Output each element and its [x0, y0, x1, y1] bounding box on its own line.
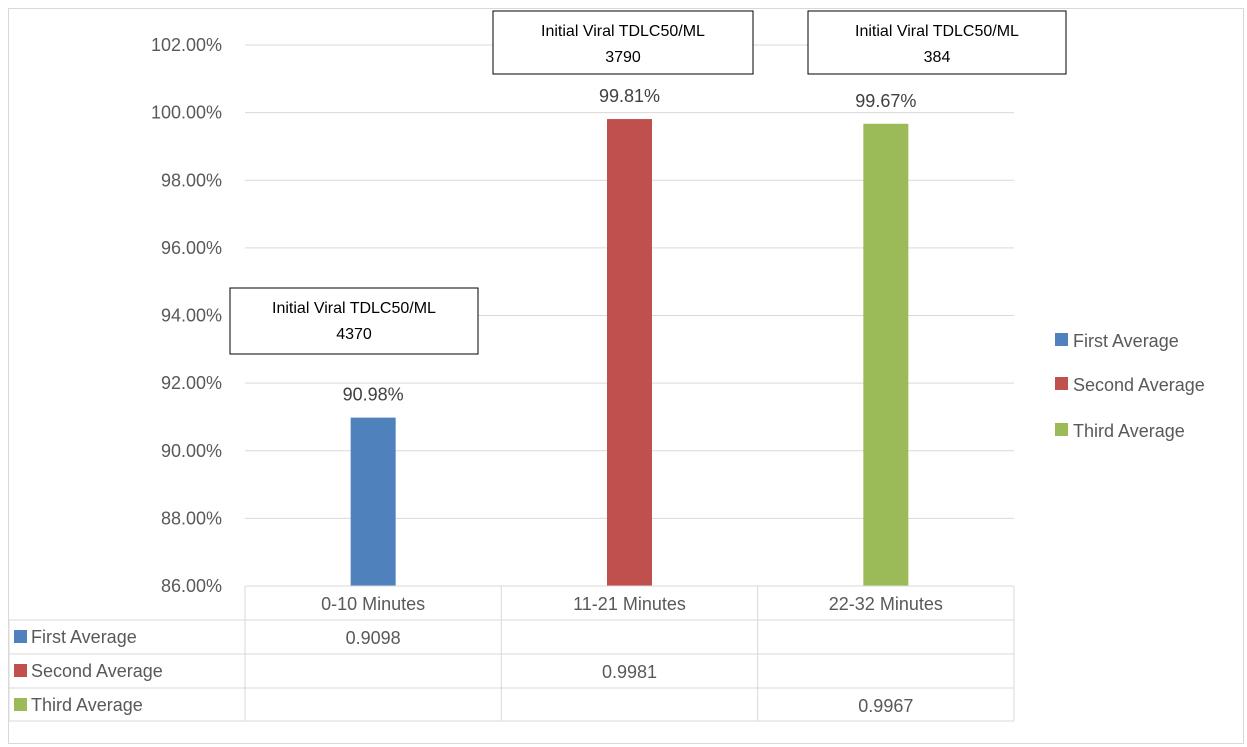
annotation-line: Initial Viral TDLC50/ML	[541, 23, 705, 40]
table-series-name: Second Average	[31, 661, 163, 681]
category-label: 0-10 Minutes	[321, 594, 425, 614]
annotation-value: 384	[924, 49, 951, 66]
table-series-name: First Average	[31, 627, 137, 647]
annotation-box	[492, 10, 754, 75]
table-value: 0.9098	[346, 628, 401, 648]
annotation-box	[229, 287, 479, 355]
legend-swatch	[1055, 423, 1068, 436]
bar	[607, 119, 652, 586]
y-tick-label: 92.00%	[161, 373, 222, 393]
table-legend-swatch	[14, 698, 27, 711]
chart-frame	[8, 8, 1244, 744]
legend-label: Third Average	[1073, 421, 1185, 441]
data-label: 90.98%	[343, 385, 404, 405]
bar	[350, 417, 396, 586]
y-tick-label: 88.00%	[161, 508, 222, 528]
annotation-value: 4370	[336, 326, 372, 343]
category-label: 22-32 Minutes	[829, 594, 943, 614]
legend-label: First Average	[1073, 331, 1179, 351]
legend-swatch	[1055, 333, 1068, 346]
y-tick-label: 102.00%	[151, 35, 222, 55]
legend-swatch	[1055, 377, 1068, 390]
annotation-box	[807, 10, 1067, 75]
y-tick-label: 98.00%	[161, 170, 222, 190]
data-label: 99.67%	[855, 91, 916, 111]
table-value: 0.9981	[602, 662, 657, 682]
legend-label: Second Average	[1073, 375, 1205, 395]
annotation-value: 3790	[605, 49, 641, 66]
table-legend-swatch	[14, 630, 27, 643]
y-tick-label: 90.00%	[161, 441, 222, 461]
y-tick-label: 96.00%	[161, 238, 222, 258]
table-value: 0.9967	[858, 696, 913, 716]
annotation-line: Initial Viral TDLC50/ML	[855, 23, 1019, 40]
y-tick-label: 100.00%	[151, 103, 222, 123]
bar	[863, 123, 909, 586]
y-tick-label: 86.00%	[161, 576, 222, 596]
y-tick-label: 94.00%	[161, 306, 222, 326]
category-label: 11-21 Minutes	[573, 594, 686, 614]
annotation-line: Initial Viral TDLC50/ML	[272, 300, 436, 317]
data-label: 99.81%	[599, 86, 660, 106]
table-series-name: Third Average	[31, 695, 143, 715]
table-legend-swatch	[14, 664, 27, 677]
